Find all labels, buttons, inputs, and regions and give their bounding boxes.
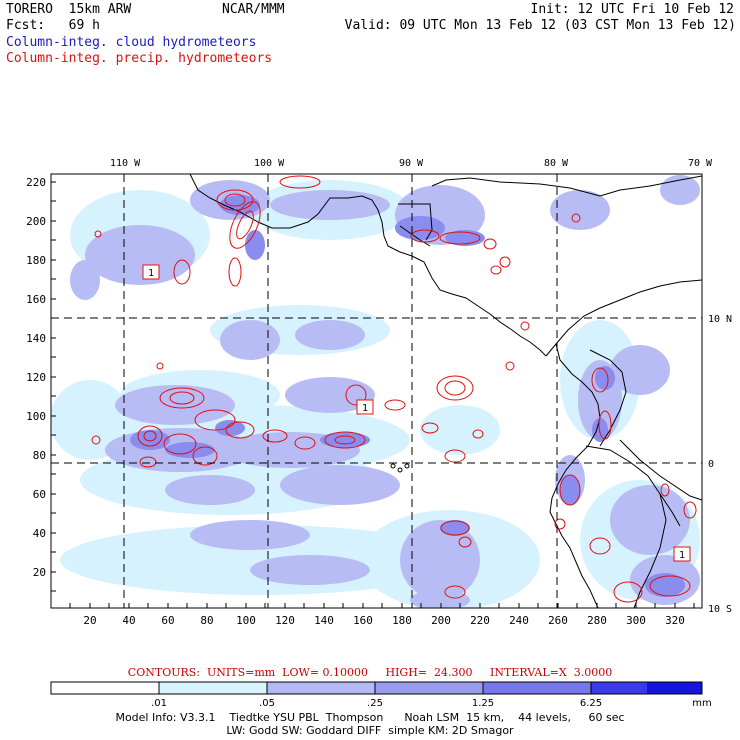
x-tick-label: 160 [353, 614, 373, 627]
contour-info: CONTOURS: UNITS=mm LOW= 0.10000 HIGH= 24… [127, 666, 613, 679]
colorbar-label: 6.25 [580, 698, 602, 709]
y-tick-label: 20 [33, 566, 46, 579]
field-label-precip: Column-integ. precip. hydrometeors [6, 51, 273, 66]
right-lat-labels: 10 N 0 10 S [708, 314, 732, 615]
lon-label: 70 W [688, 158, 713, 169]
y-tick-label: 180 [26, 254, 46, 267]
x-tick-labels: 20 40 60 80 100 120 140 160 180 200 220 … [83, 614, 685, 627]
x-tick-label: 100 [236, 614, 256, 627]
y-tick-label: 160 [26, 293, 46, 306]
lon-label: 110 W [110, 158, 141, 169]
x-tick-label: 60 [161, 614, 174, 627]
contour-label: 1 [679, 550, 685, 561]
lon-label: 100 W [254, 158, 285, 169]
map-frame [50, 173, 703, 609]
colorbar-bin [483, 682, 591, 694]
center-title: NCAR/MMM [222, 2, 285, 17]
lon-label: 90 W [399, 158, 424, 169]
valid-time: Valid: 09 UTC Mon 13 Feb 12 (03 CST Mon … [344, 18, 736, 33]
colorbar-bin [591, 682, 647, 694]
colorbar-bin [375, 682, 483, 694]
colorbar-units: mm [692, 698, 711, 709]
colorbar-bin [267, 682, 375, 694]
colorbar-label: 1.25 [472, 698, 494, 709]
precip-contours [91, 175, 697, 603]
x-tick-label: 240 [509, 614, 529, 627]
y-tick-label: 140 [26, 332, 46, 345]
contour-box-labels: 1 1 1 [142, 264, 691, 562]
x-tick-label: 180 [392, 614, 412, 627]
y-tick-label: 60 [33, 488, 46, 501]
colorbar-label: .05 [259, 698, 275, 709]
field-label-cloud: Column-integ. cloud hydrometeors [6, 35, 257, 50]
init-time: Init: 12 UTC Fri 10 Feb 12 [530, 2, 735, 17]
x-tick-label: 80 [200, 614, 213, 627]
y-tick-labels: 20 40 60 80 100 120 140 160 180 200 220 [26, 176, 46, 579]
x-tick-label: 300 [626, 614, 646, 627]
model-title: TORERO 15km ARW [6, 2, 132, 17]
lon-label: 80 W [544, 158, 569, 169]
y-tick-label: 220 [26, 176, 46, 189]
x-tick-label: 220 [470, 614, 490, 627]
colorbar-label: .01 [151, 698, 167, 709]
lat-label: 0 [708, 459, 714, 470]
x-tick-label: 260 [548, 614, 568, 627]
forecast-hour: Fcst: 69 h [6, 18, 100, 33]
x-tick-label: 200 [431, 614, 451, 627]
colorbar-label: .25 [367, 698, 383, 709]
y-tick-label: 80 [33, 449, 46, 462]
x-tick-label: 320 [665, 614, 685, 627]
x-tick-label: 280 [587, 614, 607, 627]
contour-label: 1 [362, 403, 368, 414]
colorbar-bin [647, 682, 702, 694]
x-tick-label: 20 [83, 614, 96, 627]
lat-label: 10 N [708, 314, 732, 325]
top-lon-labels: 110 W 100 W 90 W 80 W 70 W [110, 158, 713, 169]
color-bar: .01 .05 .25 1.25 6.25 mm [50, 681, 712, 709]
y-tick-label: 120 [26, 371, 46, 384]
lat-lon-grid [51, 174, 702, 608]
cloud-hydrometeor-fill [51, 175, 700, 608]
colorbar-bin [159, 682, 267, 694]
coastlines [189, 174, 702, 608]
x-tick-label: 140 [314, 614, 334, 627]
model-info: Model Info: V3.3.1 Tiedtke YSU PBL Thomp… [115, 711, 625, 724]
contour-label: 1 [148, 268, 154, 279]
y-tick-label: 200 [26, 215, 46, 228]
model-info-physics: LW: Godd SW: Goddard DIFF simple KM: 2D … [226, 724, 514, 737]
x-tick-label: 120 [275, 614, 295, 627]
y-tick-label: 40 [33, 527, 46, 540]
x-tick-label: 40 [122, 614, 135, 627]
y-tick-label: 100 [26, 410, 46, 423]
axis-ticks [51, 181, 695, 608]
colorbar-bin [51, 682, 159, 694]
lat-label: 10 S [708, 604, 732, 615]
